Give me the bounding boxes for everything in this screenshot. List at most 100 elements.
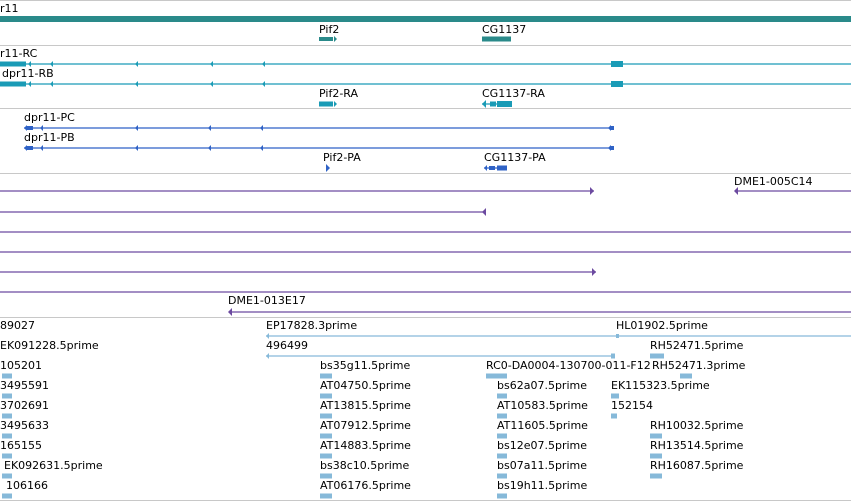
gene-feature-pif2-arrow[interactable] xyxy=(334,36,337,42)
protein-feature-cg1137-pa-exon[interactable] xyxy=(484,165,487,171)
est-feature[interactable] xyxy=(2,373,12,379)
protein-feature-dpr11-pb-exon[interactable] xyxy=(27,146,33,150)
protein-feature-dpr11-pc-exon[interactable] xyxy=(40,125,43,131)
transcript-feature-dpr11-rc-exon[interactable] xyxy=(210,61,213,67)
est-label[interactable]: RH13514.5prime xyxy=(650,439,744,452)
est-label[interactable]: AT13815.5prime xyxy=(320,399,411,412)
est-feature[interactable] xyxy=(650,433,662,439)
gene-feature-cg1137[interactable] xyxy=(482,36,511,42)
est-feature[interactable] xyxy=(320,493,332,499)
est-label[interactable]: 3495591 xyxy=(0,379,49,392)
est-label[interactable]: EK091228.5prime xyxy=(0,339,99,352)
protein-feature-dpr11-pc-exon[interactable] xyxy=(135,125,138,131)
protein-label-pif2-pa[interactable]: Pif2-PA xyxy=(323,151,361,164)
transcript-feature-dpr11-rc-exon[interactable] xyxy=(28,61,31,67)
est-label[interactable]: EK115323.5prime xyxy=(611,379,710,392)
est-label[interactable]: bs38c10.5prime xyxy=(320,459,410,472)
clone-label-dme1-013e17[interactable]: DME1-013E17 xyxy=(228,294,306,307)
transcript-feature-dpr11-rc-exon[interactable] xyxy=(611,61,623,67)
est-feature[interactable] xyxy=(650,353,664,359)
est-label[interactable]: RC0-DA0004-130700-011-F12 xyxy=(486,359,651,372)
est-feature[interactable] xyxy=(320,453,332,459)
est-feature[interactable] xyxy=(320,393,332,399)
transcript-feature-dpr11-rc-exon[interactable] xyxy=(0,61,26,67)
est-label[interactable]: 106166 xyxy=(6,479,48,492)
protein-feature-dpr11-pc-exon[interactable] xyxy=(27,126,33,130)
protein-feature-dpr11-pb-exon[interactable] xyxy=(208,145,211,151)
transcript-label-pif2-ra[interactable]: Pif2-RA xyxy=(319,87,359,100)
protein-feature-dpr11-pb-exon[interactable] xyxy=(135,145,138,151)
est-label[interactable]: bs07a11.5prime xyxy=(497,459,587,472)
protein-feature-dpr11-pb-exon[interactable] xyxy=(611,146,614,150)
est-label[interactable]: AT10583.5prime xyxy=(497,399,588,412)
transcript-feature-dpr11-rb-exon[interactable] xyxy=(210,81,213,87)
est-label[interactable]: 3702691 xyxy=(0,399,49,412)
protein-feature-dpr11-pc-exon[interactable] xyxy=(611,126,614,130)
gene-feature-dpr11[interactable] xyxy=(0,16,851,22)
transcript-feature-dpr11-rc-exon[interactable] xyxy=(50,61,53,67)
protein-feature-cg1137-pa-exon[interactable] xyxy=(489,166,495,170)
protein-label-dpr11-pb[interactable]: dpr11-PB xyxy=(24,131,75,144)
est-label[interactable]: RH52471.3prime xyxy=(652,359,746,372)
protein-feature-dpr11-pb-exon[interactable] xyxy=(24,145,27,151)
est-feature[interactable] xyxy=(611,413,617,419)
est-label[interactable]: bs62a07.5prime xyxy=(497,379,587,392)
est-feature[interactable] xyxy=(2,433,12,439)
est-label[interactable]: RH16087.5prime xyxy=(650,459,744,472)
est-feature[interactable] xyxy=(320,413,332,419)
transcript-feature-dpr11-rb-exon[interactable] xyxy=(28,81,31,87)
clone-feature-end[interactable] xyxy=(592,268,596,276)
est-label[interactable]: bs12e07.5prime xyxy=(497,439,588,452)
est-label[interactable]: RH10032.5prime xyxy=(650,419,744,432)
clone-feature-end[interactable] xyxy=(590,187,594,195)
est-feature-end[interactable] xyxy=(266,333,269,339)
clone-feature-dme1-013e17-end[interactable] xyxy=(228,308,232,316)
est-label[interactable]: 165155 xyxy=(0,439,42,452)
transcript-feature-dpr11-rb-exon[interactable] xyxy=(611,81,623,87)
transcript-feature-dpr11-rb-exon[interactable] xyxy=(50,81,53,87)
est-feature[interactable] xyxy=(497,413,507,419)
transcript-feature-dpr11-rc-exon[interactable] xyxy=(135,61,138,67)
est-feature[interactable] xyxy=(2,473,12,479)
est-feature[interactable] xyxy=(486,373,498,379)
est-feature[interactable] xyxy=(320,433,332,439)
transcript-feature-cg1137-ra-exon[interactable] xyxy=(482,100,486,108)
est-feature-end[interactable] xyxy=(266,353,269,359)
protein-feature-dpr11-pc-exon[interactable] xyxy=(608,125,611,131)
est-label[interactable]: HL01902.5prime xyxy=(616,319,708,332)
gene-feature-pif2[interactable] xyxy=(319,37,333,41)
transcript-feature-dpr11-rc-exon[interactable] xyxy=(262,61,265,67)
gene-label-dpr11[interactable]: r11 xyxy=(0,2,19,15)
clone-label-dme1-005c14[interactable]: DME1-005C14 xyxy=(734,175,813,188)
est-feature[interactable] xyxy=(497,393,507,399)
protein-feature-dpr11-pc-exon[interactable] xyxy=(208,125,211,131)
est-feature[interactable] xyxy=(650,453,662,459)
gene-label-pif2[interactable]: Pif2 xyxy=(319,23,340,36)
est-feature[interactable] xyxy=(680,373,692,379)
est-feature[interactable] xyxy=(497,453,507,459)
est-feature[interactable] xyxy=(2,453,12,459)
transcript-feature-pif2-ra-arrow[interactable] xyxy=(334,101,337,107)
est-label[interactable]: 152154 xyxy=(611,399,653,412)
est-label[interactable]: AT14883.5prime xyxy=(320,439,411,452)
transcript-label-dpr11-rc[interactable]: r11-RC xyxy=(0,47,38,60)
transcript-feature-pif2-ra[interactable] xyxy=(319,101,333,107)
protein-feature-dpr11-pb-exon[interactable] xyxy=(260,145,263,151)
est-label[interactable]: EP17828.3prime xyxy=(266,319,358,332)
est-feature[interactable] xyxy=(497,473,507,479)
gene-label-cg1137[interactable]: CG1137 xyxy=(482,23,527,36)
est-label[interactable]: bs19h11.5prime xyxy=(497,479,588,492)
protein-feature-cg1137-pa-exon[interactable] xyxy=(497,165,507,171)
est-feature[interactable] xyxy=(650,473,662,479)
protein-feature-pif2-pa[interactable] xyxy=(326,164,330,172)
transcript-label-cg1137-ra[interactable]: CG1137-RA xyxy=(482,87,545,100)
protein-feature-dpr11-pc-exon[interactable] xyxy=(24,125,27,131)
est-feature[interactable] xyxy=(611,393,619,399)
transcript-feature-cg1137-ra-exon[interactable] xyxy=(497,101,512,107)
est-feature[interactable] xyxy=(2,493,12,499)
transcript-feature-dpr11-rb-exon[interactable] xyxy=(0,81,26,87)
est-label[interactable]: AT04750.5prime xyxy=(320,379,411,392)
protein-feature-dpr11-pc-exon[interactable] xyxy=(260,125,263,131)
est-label[interactable]: 496499 xyxy=(266,339,308,352)
est-label[interactable]: EK092631.5prime xyxy=(4,459,103,472)
